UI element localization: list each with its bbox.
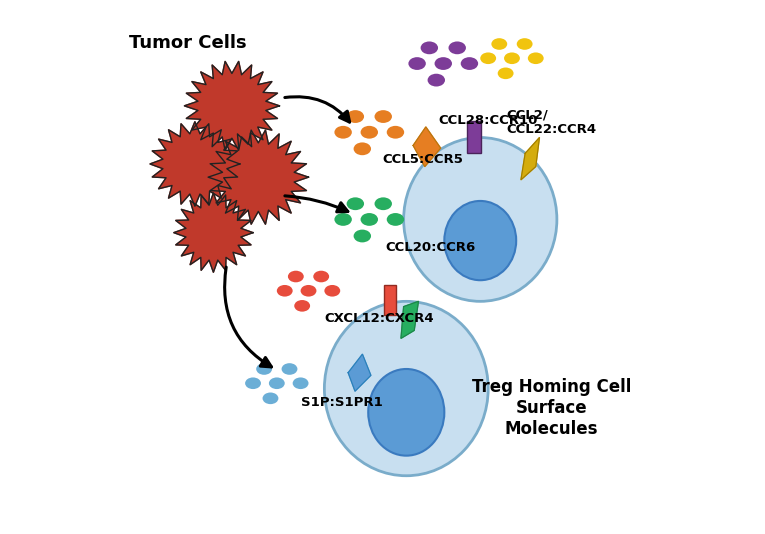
Ellipse shape — [282, 363, 298, 375]
Ellipse shape — [387, 213, 404, 226]
Ellipse shape — [334, 126, 352, 139]
Ellipse shape — [314, 271, 329, 282]
Ellipse shape — [277, 285, 293, 296]
Ellipse shape — [360, 213, 378, 226]
Ellipse shape — [491, 38, 507, 50]
Ellipse shape — [269, 378, 285, 389]
FancyArrowPatch shape — [285, 97, 350, 122]
Text: CCL28:CCR10: CCL28:CCR10 — [438, 114, 537, 127]
Ellipse shape — [347, 198, 364, 210]
Ellipse shape — [444, 201, 516, 280]
Ellipse shape — [347, 110, 364, 123]
Ellipse shape — [498, 67, 513, 79]
Ellipse shape — [448, 42, 466, 54]
Ellipse shape — [375, 110, 392, 123]
Ellipse shape — [324, 301, 488, 476]
Text: Tumor Cells: Tumor Cells — [129, 35, 246, 52]
Polygon shape — [348, 354, 371, 391]
Text: Treg Homing Cell
Surface
Molecules: Treg Homing Cell Surface Molecules — [472, 378, 631, 437]
Text: CXCL12:CXCR4: CXCL12:CXCR4 — [324, 312, 434, 325]
Ellipse shape — [516, 38, 532, 50]
Text: S1P:S1PR1: S1P:S1PR1 — [301, 396, 382, 410]
Ellipse shape — [409, 57, 426, 70]
Ellipse shape — [528, 52, 544, 64]
Ellipse shape — [404, 138, 557, 301]
Ellipse shape — [353, 230, 371, 242]
Polygon shape — [521, 138, 539, 180]
Text: CCL2/
CCL22:CCR4: CCL2/ CCL22:CCR4 — [506, 108, 597, 137]
Ellipse shape — [461, 57, 478, 70]
Ellipse shape — [334, 213, 352, 226]
Polygon shape — [401, 301, 418, 339]
Bar — [384, 286, 396, 315]
Ellipse shape — [421, 42, 438, 54]
Ellipse shape — [368, 369, 444, 456]
Ellipse shape — [245, 378, 261, 389]
Ellipse shape — [504, 52, 520, 64]
Polygon shape — [184, 61, 279, 150]
Ellipse shape — [435, 57, 452, 70]
Polygon shape — [413, 127, 441, 167]
Ellipse shape — [387, 126, 404, 139]
Text: CCL5:CCR5: CCL5:CCR5 — [382, 153, 464, 167]
FancyArrowPatch shape — [285, 196, 348, 212]
Bar — [467, 121, 480, 153]
Ellipse shape — [324, 285, 340, 296]
FancyArrowPatch shape — [225, 267, 272, 367]
Polygon shape — [150, 122, 239, 206]
Ellipse shape — [295, 300, 310, 312]
Ellipse shape — [480, 52, 496, 64]
Ellipse shape — [375, 198, 392, 210]
Ellipse shape — [293, 378, 308, 389]
Ellipse shape — [288, 271, 304, 282]
Ellipse shape — [262, 392, 278, 404]
Text: CCL20:CCR6: CCL20:CCR6 — [385, 241, 475, 254]
Ellipse shape — [353, 143, 371, 155]
Polygon shape — [174, 193, 253, 272]
Polygon shape — [208, 130, 308, 224]
Ellipse shape — [360, 126, 378, 139]
Ellipse shape — [301, 285, 317, 296]
Ellipse shape — [256, 363, 272, 375]
Ellipse shape — [428, 74, 445, 87]
